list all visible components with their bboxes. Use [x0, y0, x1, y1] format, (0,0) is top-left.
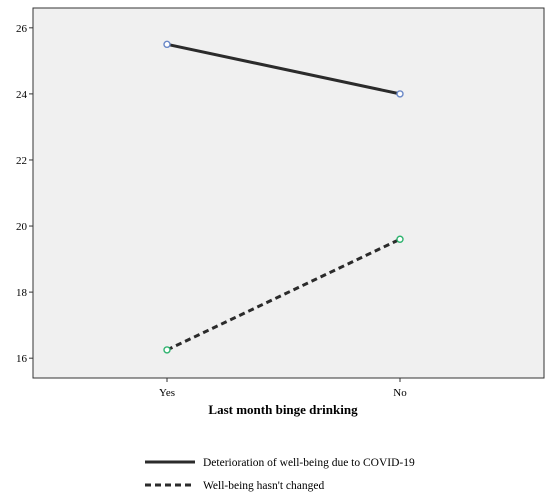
y-tick-label: 20	[16, 221, 28, 233]
x-tick-label: No	[393, 387, 407, 399]
x-axis-title: Last month binge drinking	[208, 402, 358, 417]
y-tick-label: 22	[16, 155, 27, 167]
legend-label: Deterioration of well-being due to COVID…	[203, 457, 415, 469]
legend-label: Well-being hasn't changed	[203, 480, 324, 492]
x-axis: Yes No	[159, 378, 407, 399]
y-axis: 16 18 20 22 24 26	[16, 23, 33, 365]
series-line-2	[166, 237, 401, 352]
data-point	[163, 40, 171, 49]
y-tick-label: 24	[16, 89, 28, 101]
legend: Deterioration of well-being due to COVID…	[145, 457, 415, 492]
series-line-1	[166, 42, 401, 96]
y-tick-label: 26	[16, 23, 28, 35]
y-tick-label: 16	[16, 353, 28, 365]
y-tick-label: 18	[16, 287, 28, 299]
plot-area	[32, 7, 545, 379]
data-point	[396, 235, 404, 243]
series-layer	[163, 40, 404, 354]
x-tick-label: Yes	[159, 387, 175, 399]
data-point	[163, 346, 171, 354]
data-point	[396, 90, 404, 98]
